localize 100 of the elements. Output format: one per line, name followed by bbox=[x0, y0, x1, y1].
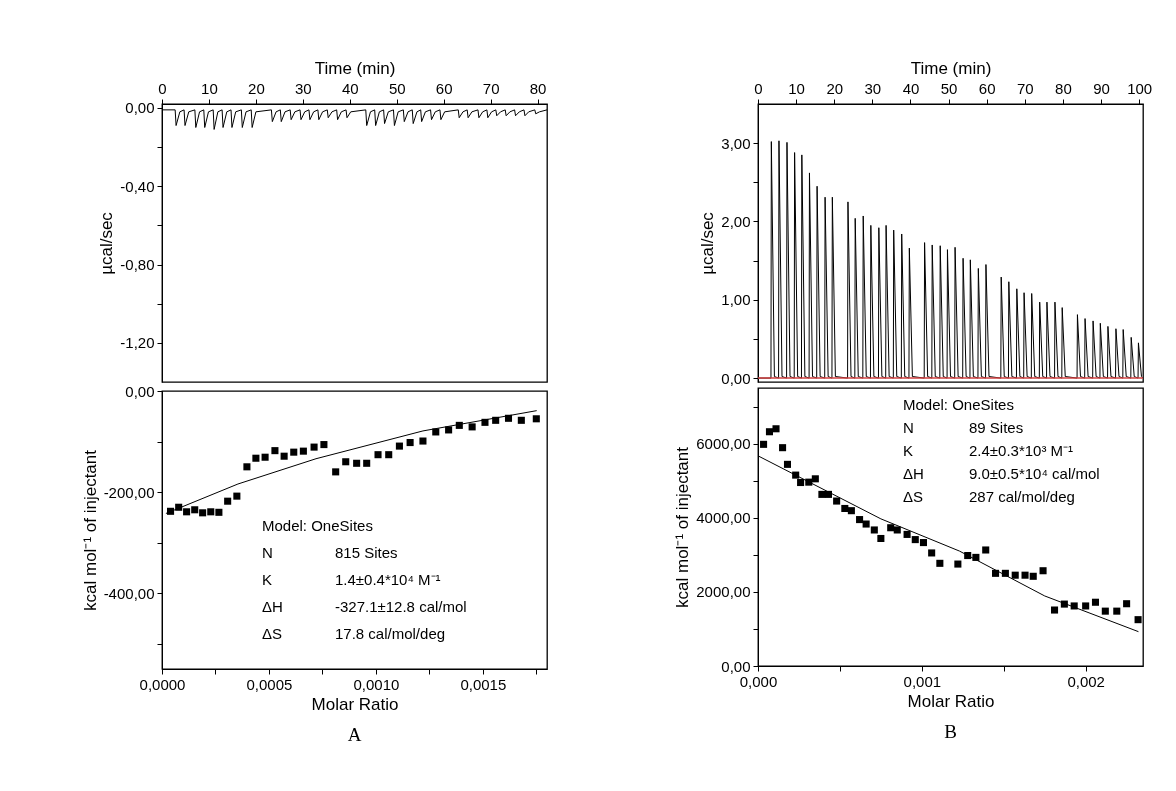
point bbox=[385, 451, 393, 459]
point bbox=[1091, 598, 1100, 606]
annotation: ΔS bbox=[903, 488, 924, 505]
point bbox=[1082, 602, 1090, 610]
point bbox=[191, 506, 199, 514]
point bbox=[877, 534, 885, 543]
x-tick-label: 50 bbox=[940, 79, 958, 97]
x-tick-label: 30 bbox=[864, 79, 882, 97]
annotation: -327.1±12.8 cal/mol bbox=[335, 598, 467, 615]
y-tick-label: 0,00 bbox=[721, 657, 751, 675]
y-tick-label: 2,00 bbox=[721, 212, 751, 230]
y-tick-label: -0,80 bbox=[120, 256, 155, 274]
x-tick-label: 0,000 bbox=[739, 672, 778, 690]
point bbox=[252, 454, 260, 462]
point bbox=[1029, 572, 1037, 580]
point bbox=[1134, 616, 1142, 624]
point bbox=[207, 508, 215, 516]
point bbox=[772, 425, 780, 433]
line-series bbox=[165, 410, 537, 514]
x-tick-label: 0,001 bbox=[903, 672, 942, 690]
y-tick-label: 4000,00 bbox=[696, 509, 751, 527]
point bbox=[183, 508, 191, 516]
y-axis-title: kcal mol⁻¹ of injectant bbox=[673, 446, 693, 608]
y-tick-label: -200,00 bbox=[103, 483, 155, 501]
y-tick-label: 3,00 bbox=[721, 134, 751, 152]
y-tick-label: -400,00 bbox=[103, 584, 155, 602]
point bbox=[856, 516, 864, 524]
x-tick-label: 20 bbox=[826, 79, 844, 97]
y-tick-label: 2000,00 bbox=[696, 583, 751, 601]
point bbox=[833, 497, 841, 505]
point bbox=[1123, 600, 1131, 608]
annotation: N bbox=[903, 419, 914, 436]
point bbox=[342, 458, 350, 466]
x-tick-label: 0 bbox=[158, 79, 167, 97]
x-axis-title: Molar Ratio bbox=[311, 694, 399, 714]
point bbox=[760, 440, 768, 448]
point bbox=[320, 441, 328, 449]
annotation: K bbox=[262, 571, 273, 588]
y-axis-title: kcal mol⁻¹ of injectant bbox=[80, 449, 100, 611]
y-axis-title: µcal/sec bbox=[698, 211, 718, 275]
point bbox=[517, 416, 525, 424]
y-axis-title: µcal/sec bbox=[97, 211, 117, 275]
point bbox=[199, 509, 207, 517]
point bbox=[911, 536, 919, 544]
annotation: 17.8 cal/mol/deg bbox=[335, 625, 446, 642]
x-tick-label: 90 bbox=[1093, 79, 1110, 97]
x-tick-label: 40 bbox=[902, 79, 920, 97]
point bbox=[406, 439, 414, 447]
x-tick-label: 80 bbox=[1055, 79, 1072, 97]
x-axis-title: Time (min) bbox=[314, 58, 396, 78]
point bbox=[928, 549, 936, 557]
point bbox=[1011, 571, 1019, 579]
point bbox=[224, 497, 232, 505]
point bbox=[870, 526, 878, 534]
annotation: 815 Sites bbox=[335, 544, 398, 561]
x-tick-label: 0,0000 bbox=[139, 675, 186, 693]
point bbox=[862, 520, 870, 528]
x-tick-label: 100 bbox=[1127, 79, 1153, 97]
x-axis-title: Molar Ratio bbox=[907, 691, 995, 711]
point bbox=[280, 452, 288, 460]
point bbox=[1021, 571, 1029, 579]
point bbox=[299, 447, 307, 455]
point bbox=[779, 444, 787, 452]
x-tick-label: 40 bbox=[341, 79, 359, 97]
point bbox=[233, 492, 241, 500]
x-tick-label: 70 bbox=[1016, 79, 1034, 97]
point bbox=[468, 423, 476, 431]
point bbox=[783, 460, 792, 468]
y-tick-label: 6000,00 bbox=[696, 435, 751, 453]
point bbox=[1039, 567, 1047, 575]
point bbox=[419, 437, 427, 445]
x-tick-label: 0,0010 bbox=[353, 675, 400, 693]
annotation: 1.4±0.4*10⁴ M⁻¹ bbox=[335, 571, 441, 588]
point bbox=[818, 490, 826, 498]
x-axis-title: Time (min) bbox=[910, 58, 992, 78]
x-tick-label: 70 bbox=[482, 79, 500, 97]
point bbox=[1113, 607, 1121, 615]
annotation: Model: OneSites bbox=[903, 396, 1014, 413]
point bbox=[1051, 606, 1059, 614]
point bbox=[765, 428, 773, 436]
annotation: K bbox=[903, 442, 914, 459]
point bbox=[271, 447, 279, 455]
x-tick-label: 60 bbox=[978, 79, 996, 97]
y-tick-label: 1,00 bbox=[721, 291, 751, 309]
point bbox=[903, 530, 911, 538]
point bbox=[936, 559, 944, 567]
point bbox=[374, 451, 382, 459]
point bbox=[887, 524, 895, 532]
x-tick-label: 60 bbox=[435, 79, 453, 97]
x-tick-label: 0,0015 bbox=[460, 675, 507, 693]
x-tick-label: 0,002 bbox=[1067, 672, 1105, 690]
annotation: 2.4±0.3*10³ M⁻¹ bbox=[969, 442, 1074, 459]
point bbox=[261, 453, 269, 461]
x-tick-label: 10 bbox=[788, 79, 805, 97]
point bbox=[841, 504, 849, 512]
point bbox=[982, 546, 990, 554]
point bbox=[954, 560, 962, 568]
point bbox=[395, 442, 403, 450]
point bbox=[847, 507, 855, 515]
x-tick-label: 0,0005 bbox=[246, 675, 293, 693]
